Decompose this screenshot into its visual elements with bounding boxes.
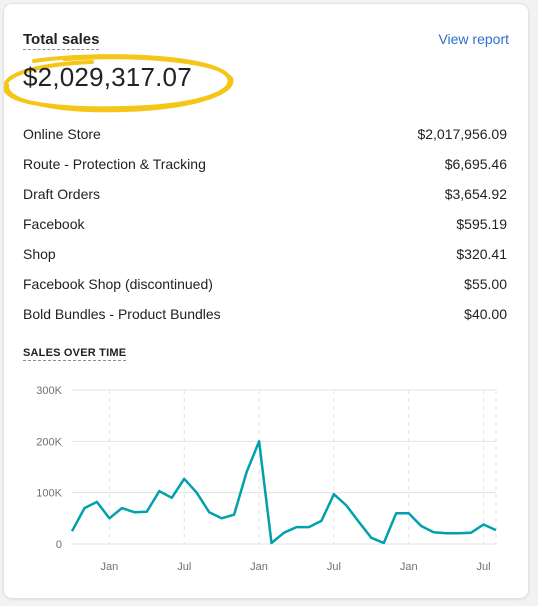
channel-name: Shop [23,246,56,262]
channel-row: Bold Bundles - Product Bundles $40.00 [23,299,507,329]
channel-value: $320.41 [456,246,507,262]
x-tick-label: Jan [250,561,268,573]
channel-row: Shop $320.41 [23,239,507,269]
y-tick-label: 100K [36,488,62,500]
channel-name: Draft Orders [23,186,101,202]
view-report-link[interactable]: View report [438,31,509,47]
channel-row: Draft Orders $3,654.92 [23,179,507,209]
sales-channel-list: Online Store $2,017,956.09 Route - Protect… [23,119,507,329]
total-sales-value: $2,029,317.07 [23,62,192,92]
y-tick-label: 0 [56,539,62,551]
x-tick-label: Jan [400,561,418,573]
channel-row: Route - Protection & Tracking $6,695.46 [23,149,507,179]
total-sales-card: Total sales View report $2,029,317.07 On… [4,4,528,598]
channel-value: $3,654.92 [444,186,507,202]
channel-value: $595.19 [456,216,507,232]
channel-name: Route - Protection & Tracking [23,156,206,172]
highlight-circle [4,54,234,113]
channel-name: Facebook Shop (discontinued) [23,276,213,292]
sales-over-time-chart: 0 100K 200K 300K Jan Jul Jan Jul Jan Jul [36,385,497,573]
y-tick-label: 200K [36,436,62,448]
sales-series-line [70,440,497,545]
channel-value: $40.00 [464,306,507,322]
x-tick-label: Jan [101,561,119,573]
y-tick-label: 300K [36,385,62,397]
channel-name: Online Store [23,126,101,142]
channel-row: Facebook $595.19 [23,209,507,239]
total-sales-highlight: $2,029,317.07 [4,52,244,118]
channel-value: $6,695.46 [444,156,507,172]
channel-value: $55.00 [464,276,507,292]
channel-row: Facebook Shop (discontinued) $55.00 [23,269,507,299]
x-tick-label: Jul [327,561,341,573]
channel-value: $2,017,956.09 [417,126,507,142]
channel-name: Bold Bundles - Product Bundles [23,306,221,322]
card-title[interactable]: Total sales [23,31,100,50]
channel-name: Facebook [23,216,85,232]
sales-over-time-title[interactable]: SALES OVER TIME [23,347,127,361]
channel-row: Online Store $2,017,956.09 [23,119,507,149]
x-tick-label: Jul [177,561,191,573]
x-tick-label: Jul [476,561,490,573]
